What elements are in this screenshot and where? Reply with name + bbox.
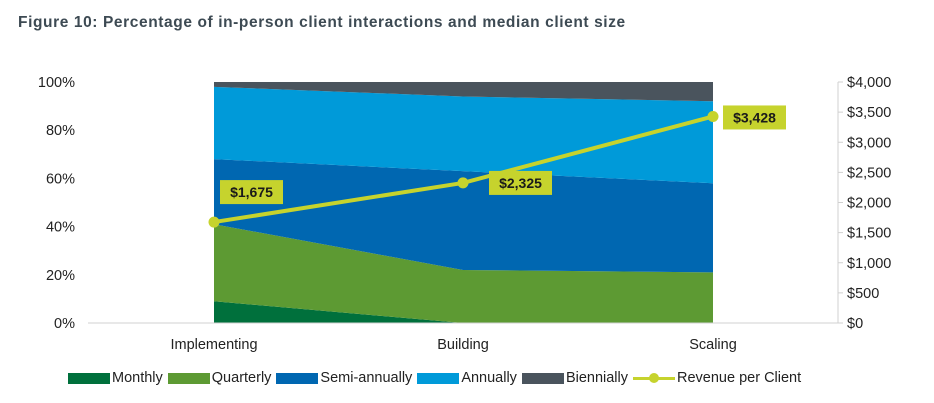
legend-swatch [417, 372, 460, 384]
revenue-data-label: $1,675 [220, 180, 283, 205]
legend-item-biennially: Biennially [521, 370, 629, 386]
data-label-text: $1,675 [230, 184, 273, 200]
area-semi-annually [214, 159, 713, 273]
legend-swatch [167, 372, 210, 384]
legend-label: Annually [461, 370, 517, 386]
revenue-line-layer: $1,675 $2,325 $3,428 [208, 105, 786, 228]
y-right-tick-label: $4,000 [847, 75, 891, 91]
y-left-tick-label: 40% [46, 220, 75, 236]
y-right-tick-label: $3,500 [847, 105, 891, 121]
y-right-tick-label: $2,000 [847, 196, 891, 212]
area-monthly [214, 301, 713, 323]
y-right-tick-label: $0 [847, 316, 863, 332]
legend-item-monthly: Monthly [68, 370, 163, 386]
y-left-tick-label: 0% [54, 316, 75, 332]
x-tick-label: Building [437, 337, 489, 353]
data-label-box [489, 170, 552, 195]
data-label-text: $3,428 [733, 109, 776, 125]
revenue-point [707, 110, 719, 122]
legend-label: Quarterly [211, 370, 272, 386]
revenue-point [208, 216, 220, 228]
legend-label: Semi-annually [320, 370, 413, 386]
legend-swatch [276, 372, 319, 384]
y-right-tick-label: $2,500 [847, 165, 891, 181]
data-label-box [723, 105, 786, 130]
area-annually [214, 86, 713, 184]
y-right-tick-label: $500 [847, 286, 879, 302]
legend-label: Revenue per Client [677, 370, 802, 386]
y-right-tick-label: $1,500 [847, 226, 891, 242]
y-left-tick-label: 100% [38, 75, 75, 91]
legend-item-annually: Annually [417, 370, 517, 386]
legend-label: Biennially [565, 370, 629, 386]
chart-title: Figure 10: Percentage of in-person clien… [18, 14, 626, 31]
y-left-tick-label: 60% [46, 171, 75, 187]
axes: 0% 20% 40% 60% 80% 100% $0 $500 $1,000 $1,500 $2,0… [38, 75, 891, 353]
legend-label: Monthly [112, 370, 163, 386]
y-left-tick-label: 20% [46, 268, 75, 284]
area-quarterly [214, 224, 713, 323]
y-right-tick-label: $3,000 [847, 135, 891, 151]
data-label-text: $2,325 [499, 175, 542, 191]
revenue-point [457, 177, 469, 189]
revenue-data-label: $3,428 [723, 105, 786, 130]
legend-swatch [68, 372, 110, 384]
legend-item-semi-annually: Semi-annually [276, 370, 412, 386]
legend-swatch [521, 372, 564, 384]
area-biennially [214, 82, 713, 102]
legend: Monthly Quarterly Semi-annually Annually Bie… [68, 370, 806, 386]
legend-line-swatch [633, 372, 676, 384]
y-left-tick-label: 80% [46, 123, 75, 139]
y-right-tick-label: $1,000 [847, 256, 891, 272]
stacked-areas [214, 82, 713, 323]
legend-item-quarterly: Quarterly [167, 370, 272, 386]
x-tick-label: Implementing [170, 337, 257, 353]
data-label-box [220, 180, 283, 205]
revenue-data-label: $2,325 [489, 170, 552, 195]
legend-item-revenue-per-client: Revenue per Client [633, 370, 801, 386]
x-tick-label: Scaling [689, 337, 737, 353]
